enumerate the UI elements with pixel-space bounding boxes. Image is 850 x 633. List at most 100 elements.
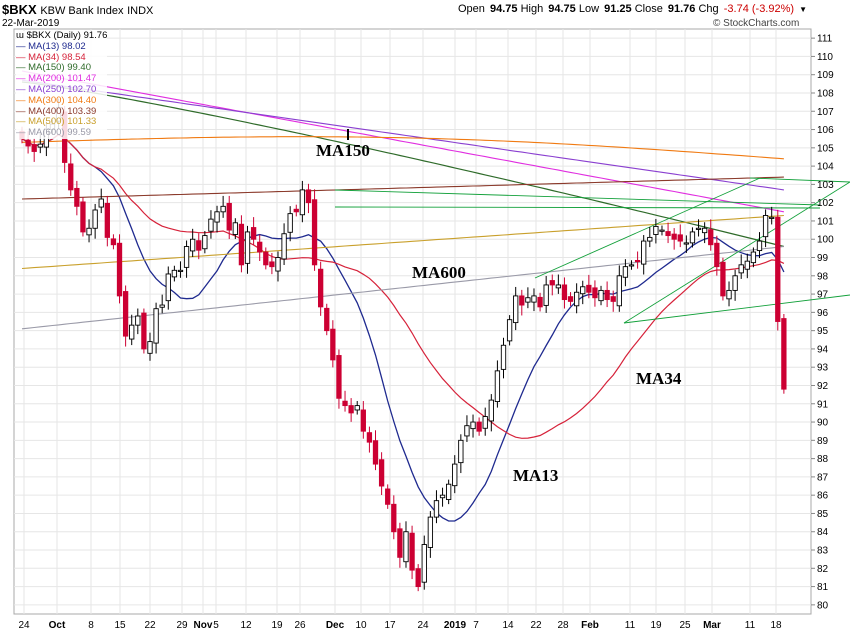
candle-body: [634, 259, 641, 263]
candle-body: [659, 229, 665, 232]
candle-body: [37, 143, 43, 148]
candle-body: [762, 215, 769, 238]
dropdown-icon[interactable]: ▼: [799, 5, 808, 14]
candle-body: [756, 240, 763, 252]
candle-body: [391, 503, 397, 533]
x-axis: 24 Oct 8 15 22 29 Nov 5 12 19 26 Dec 10 17 24 2019 7 14 22…: [18, 620, 782, 631]
legend-item: ɯ $BKX (Daily) 91.76: [16, 30, 107, 42]
ma200-line: [21, 70, 784, 213]
legend-swatch: —: [16, 40, 29, 52]
candle-body: [769, 216, 775, 219]
candle-body: [555, 284, 562, 289]
y-tick-label: 83: [817, 546, 829, 557]
candle-body: [397, 528, 403, 558]
candle-body: [671, 233, 677, 240]
ma600-line: [21, 245, 784, 330]
candle-body: [220, 205, 226, 213]
trend-line: [334, 206, 821, 209]
ma34-line: [21, 133, 785, 439]
y-tick-label: 94: [817, 344, 829, 355]
y-tick-label: 102: [817, 198, 834, 209]
candle-body: [86, 227, 92, 236]
candle-body: [433, 500, 440, 518]
candle-body: [701, 227, 708, 234]
trend-line: [749, 177, 850, 183]
annotation-ma600: MA600: [412, 263, 466, 282]
close-label: Close: [634, 3, 663, 15]
x-tick-label: 24: [417, 620, 429, 631]
candle-body: [330, 328, 336, 361]
trend-line: [534, 177, 761, 279]
candle-body: [318, 268, 324, 308]
x-tick-label: 2019: [444, 620, 467, 631]
candle-body: [342, 400, 348, 407]
y-tick-label: 106: [817, 125, 834, 136]
annotation-ma13: MA13: [513, 466, 559, 485]
candle-body: [305, 189, 312, 204]
ma150-line: [21, 81, 785, 248]
candle-body: [653, 225, 659, 235]
candle-body: [598, 289, 604, 302]
candle-body: [336, 355, 342, 399]
candle-body: [68, 163, 74, 191]
legend-value: 99.40: [64, 62, 91, 74]
candle-body: [592, 287, 598, 299]
x-tick-label: Oct: [49, 620, 66, 631]
legend-value: 102.70: [64, 83, 97, 95]
x-tick-label: 26: [294, 620, 306, 631]
candle-body: [244, 231, 251, 264]
trend-line: [623, 181, 850, 324]
legend-value: 98.54: [59, 51, 86, 63]
x-tick-label: 19: [650, 620, 662, 631]
candle-body: [573, 291, 580, 307]
chart-title: $BKX KBW Bank Index INDX: [2, 2, 153, 17]
chg-label: Chg: [698, 3, 719, 15]
legend-value: 104.40: [64, 94, 97, 106]
legend-item: — MA(250) 102.70: [16, 83, 107, 96]
candle-body: [446, 483, 452, 501]
x-tick-label: 18: [770, 620, 782, 631]
x-tick-label: 19: [271, 620, 283, 631]
x-tick-label: Nov: [194, 620, 213, 631]
candle-body: [726, 289, 732, 300]
index-name: KBW Bank Index: [40, 5, 124, 17]
candle-body: [104, 202, 110, 238]
ma13-line: [21, 133, 785, 522]
legend-name: MA(13): [28, 40, 60, 52]
y-tick-label: 88: [817, 454, 829, 465]
candle-body: [360, 409, 366, 432]
y-tick-label: 111: [817, 34, 833, 45]
candle-body: [354, 405, 360, 411]
x-tick-label: 8: [88, 620, 94, 631]
ma250-line: [21, 79, 784, 191]
candle-body: [482, 416, 488, 429]
y-tick-label: 110: [817, 52, 833, 63]
legend-name: MA(300): [28, 94, 65, 106]
legend-name: MA(500): [28, 116, 65, 128]
candle-body: [531, 295, 537, 303]
legend-name: MA(600): [28, 127, 65, 139]
legend-swatch: ɯ: [16, 30, 27, 41]
candle-body: [263, 251, 269, 266]
x-tick-label: 15: [114, 620, 126, 631]
candle-body: [549, 280, 555, 286]
y-tick-label: 86: [817, 491, 829, 502]
candle-body: [122, 291, 129, 337]
legend: ɯ $BKX (Daily) 91.76— MA(13) 98.02— MA(3…: [16, 30, 108, 139]
candle-body: [171, 269, 178, 278]
y-tick-label: 97: [817, 290, 829, 301]
candle-body: [622, 266, 629, 278]
candle-body: [98, 198, 104, 208]
high-value: 94.75: [548, 3, 576, 15]
close-value: 91.76: [667, 3, 696, 15]
candle-body: [720, 261, 726, 297]
y-tick-label: 109: [817, 70, 834, 81]
y-tick-label: 99: [817, 253, 829, 264]
legend-value: 103.39: [64, 105, 97, 117]
y-tick-label: 104: [817, 162, 834, 173]
candle-body: [464, 425, 470, 437]
candle-body: [421, 544, 427, 583]
candle-body: [110, 238, 117, 246]
candle-body: [567, 296, 574, 302]
legend-item: — MA(500) 101.33: [16, 116, 107, 128]
